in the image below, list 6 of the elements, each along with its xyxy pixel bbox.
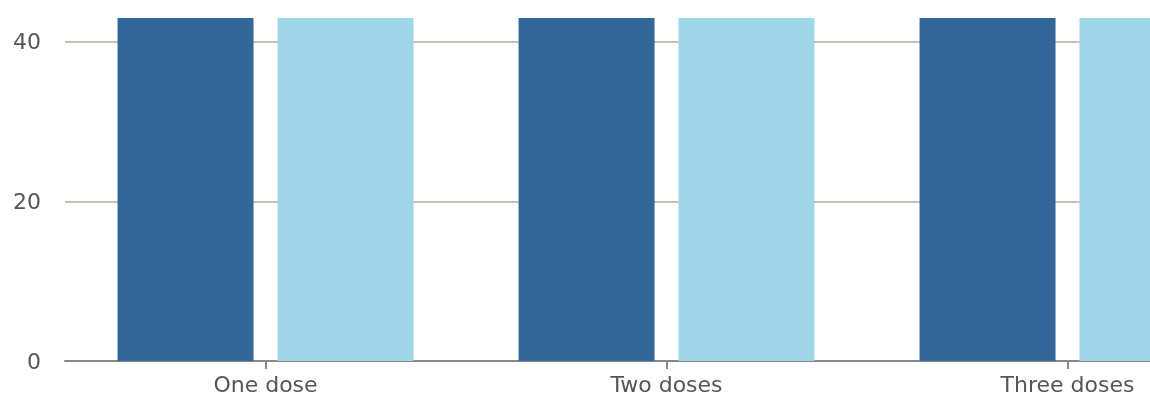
x-tick-label: One dose xyxy=(213,371,318,397)
y-tick-label: 20 xyxy=(13,188,41,214)
y-tick-label: 0 xyxy=(27,348,41,374)
y-tick-label: 40 xyxy=(13,29,41,55)
x-tick-label: Three doses xyxy=(999,371,1135,397)
x-tick-label: Two doses xyxy=(609,371,723,397)
